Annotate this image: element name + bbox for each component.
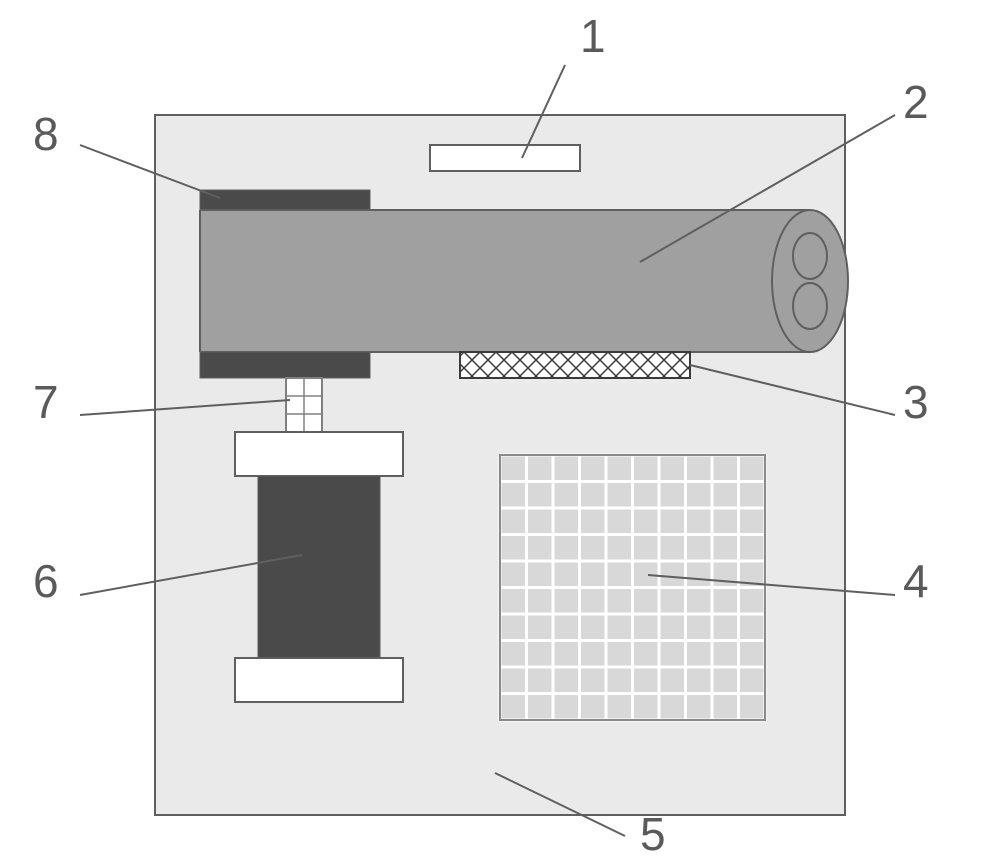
motor-cap-top — [235, 432, 403, 476]
top-clamp — [200, 190, 370, 210]
grid-panel — [500, 455, 765, 720]
callout-8: 8 — [33, 108, 59, 160]
bottom-clamp — [200, 352, 370, 378]
motor-cap-bottom — [235, 658, 403, 702]
cylinder-body-fill — [200, 210, 810, 352]
callout-4: 4 — [903, 555, 929, 607]
connector — [286, 378, 322, 432]
callout-1: 1 — [580, 10, 606, 62]
crosshatch-bar — [460, 352, 690, 378]
cylinder-endcap — [772, 210, 848, 352]
top-slot — [430, 145, 580, 171]
callout-7: 7 — [33, 376, 59, 428]
callout-5: 5 — [640, 808, 666, 860]
callout-6: 6 — [33, 555, 59, 607]
callout-2: 2 — [903, 76, 929, 128]
motor-body — [258, 476, 380, 658]
callout-3: 3 — [903, 376, 929, 428]
